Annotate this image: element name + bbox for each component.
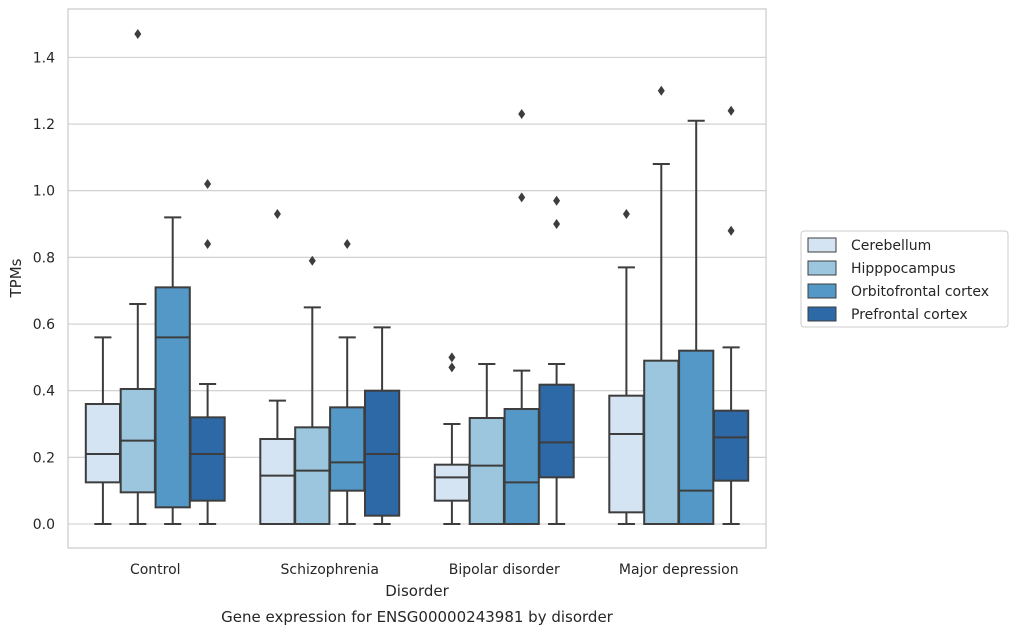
plot-area-frame	[67, 8, 767, 549]
outlier-point	[448, 362, 456, 373]
legend-frame	[800, 230, 1009, 328]
box-orbitofrontal-cortex	[329, 239, 366, 525]
legend-swatch	[807, 306, 837, 322]
box-body	[468, 417, 505, 525]
y-axis-label: TPMs	[7, 258, 25, 298]
box-body	[154, 286, 191, 509]
box-body	[712, 409, 750, 482]
y-tick-label: 0.4	[33, 384, 55, 400]
x-tick-labels: Control Schizophrenia Bipolar disorder Majo…	[130, 562, 739, 578]
y-tick-label: 1.0	[33, 184, 55, 200]
box-body	[294, 426, 331, 525]
box-hipppocampus	[643, 85, 680, 526]
box-cerebellum	[84, 336, 122, 525]
box-prefrontal-cortex	[712, 105, 750, 525]
x-tick-label: Control	[130, 562, 181, 578]
legend-label: Hipppocampus	[851, 261, 956, 277]
box-cerebellum	[259, 209, 296, 526]
box-body	[538, 383, 575, 479]
y-tick-label: 1.2	[33, 117, 55, 133]
outlier-point	[518, 192, 526, 203]
box-body	[433, 463, 471, 502]
legend: Cerebellum Hipppocampus Orbitofrontal cort…	[800, 230, 1009, 328]
outlier-point	[343, 239, 351, 250]
outlier-point	[553, 195, 561, 206]
x-tick-label: Schizophrenia	[281, 562, 379, 578]
y-tick-label: 0.6	[33, 317, 55, 333]
box-prefrontal-cortex	[189, 179, 226, 525]
legend-swatch	[807, 237, 837, 253]
y-tick-label: 0.0	[33, 517, 55, 533]
y-tick-label: 0.2	[33, 450, 55, 466]
box-body	[503, 408, 540, 526]
legend-label: Prefrontal cortex	[851, 307, 968, 323]
box-orbitofrontal-cortex	[678, 119, 715, 525]
box-hipppocampus	[119, 29, 156, 525]
y-tick-label: 0.8	[33, 250, 55, 266]
box-body	[608, 394, 645, 514]
outlier-point	[657, 85, 665, 96]
outlier-point	[727, 225, 735, 236]
outlier-point	[553, 219, 561, 230]
figure-caption: Gene expression for ENSG00000243981 by d…	[221, 608, 614, 626]
y-tick-label: 1.4	[33, 50, 55, 66]
box-body	[678, 349, 715, 525]
box-orbitofrontal-cortex	[503, 109, 540, 526]
box-orbitofrontal-cortex	[154, 216, 191, 525]
box-body	[259, 438, 296, 526]
box-hipppocampus	[294, 255, 331, 525]
box-hipppocampus	[468, 363, 505, 525]
outlier-point	[518, 109, 526, 120]
outlier-point	[308, 255, 316, 266]
legend-label: Cerebellum	[851, 238, 931, 254]
box-body	[189, 416, 226, 502]
x-tick-label: Bipolar disorder	[449, 562, 560, 578]
box-body	[329, 406, 366, 492]
box-prefrontal-cortex	[363, 326, 401, 525]
box-cerebellum	[433, 352, 471, 525]
box-body	[643, 359, 680, 526]
outlier-point	[727, 105, 735, 116]
x-axis-label: Disorder	[385, 582, 449, 600]
box-groups	[84, 29, 750, 526]
legend-swatch	[807, 283, 837, 299]
box-prefrontal-cortex	[538, 195, 575, 525]
outlier-point	[204, 239, 212, 250]
x-tick-label: Major depression	[619, 562, 739, 578]
y-tick-labels: 0.0 0.2 0.4 0.6 0.8 1.0 1.2 1.4	[33, 50, 55, 533]
outlier-point	[273, 209, 281, 220]
outlier-point	[448, 352, 456, 363]
box-cerebellum	[608, 209, 645, 525]
legend-swatch	[807, 260, 837, 276]
outlier-point	[622, 209, 630, 220]
outlier-point	[204, 179, 212, 190]
outlier-point	[134, 29, 142, 40]
box-body	[84, 403, 122, 484]
legend-label: Orbitofrontal cortex	[851, 284, 989, 300]
